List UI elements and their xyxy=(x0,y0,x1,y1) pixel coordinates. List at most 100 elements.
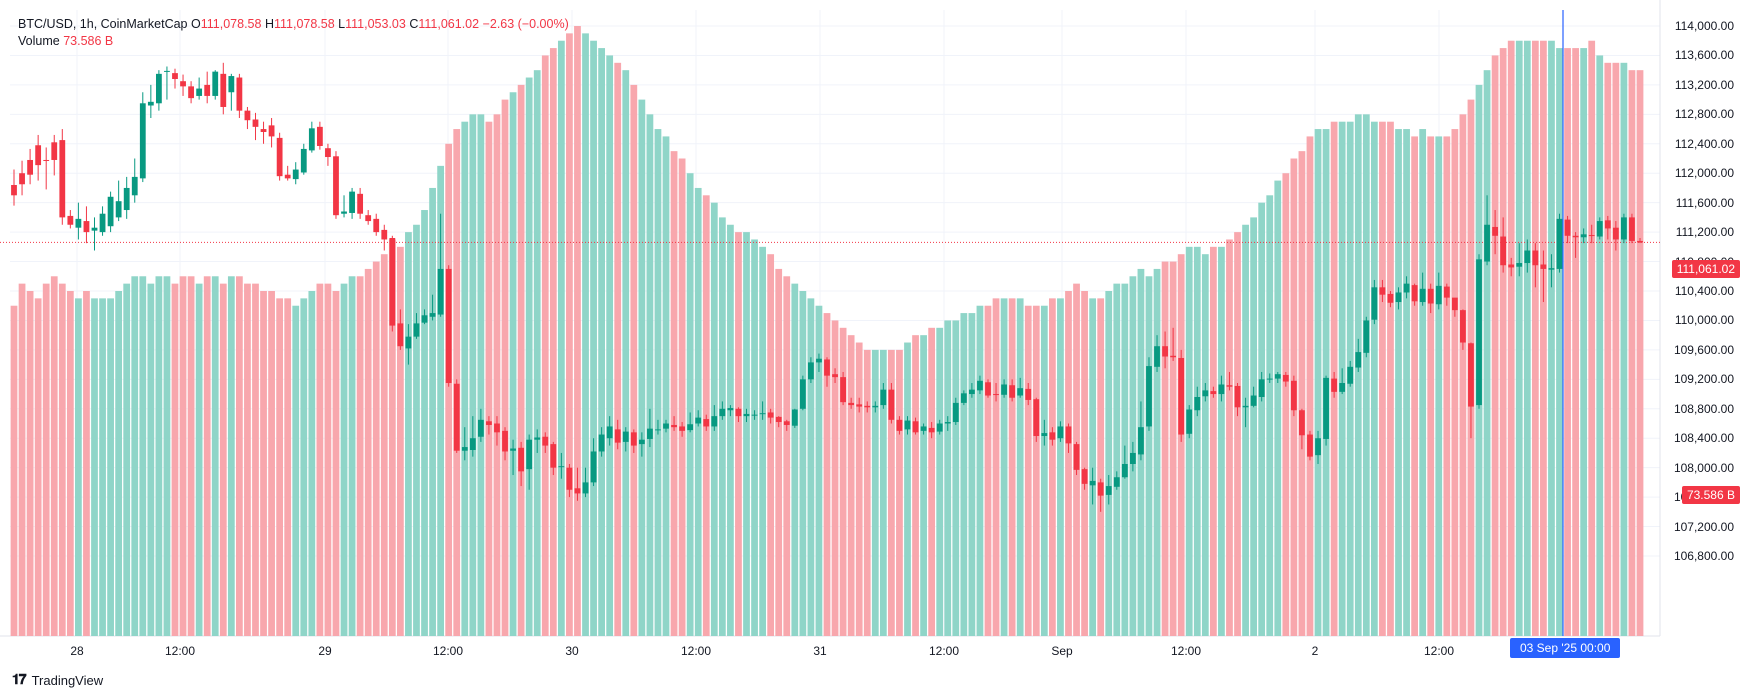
candle-body xyxy=(622,431,629,442)
volume-bar xyxy=(493,114,501,637)
candle-body xyxy=(735,408,742,417)
volume-bar xyxy=(1636,70,1644,636)
volume-bar xyxy=(421,210,428,636)
volume-bar xyxy=(944,320,952,636)
volume-bar xyxy=(1483,70,1491,636)
candle-body xyxy=(123,187,130,211)
volume-bar xyxy=(131,276,139,636)
volume-bar xyxy=(405,232,412,636)
y-tick-label: 110,400.00 xyxy=(1674,284,1734,298)
volume-bar xyxy=(413,224,420,636)
y-tick-label: 109,200.00 xyxy=(1673,372,1734,387)
y-tick-label: 111,600.00 xyxy=(1675,195,1734,210)
y-tick-label: 112,800.00 xyxy=(1674,107,1734,122)
candle-body xyxy=(131,176,138,196)
candle-body xyxy=(566,467,573,490)
candle-body xyxy=(783,421,790,425)
volume-bar xyxy=(1604,62,1612,637)
candle-body xyxy=(1355,352,1362,368)
volume-bar xyxy=(18,283,26,636)
volume-bar xyxy=(1515,40,1523,636)
candle-body xyxy=(316,126,323,146)
volume-bar xyxy=(1370,121,1378,636)
volume-bar xyxy=(107,298,114,636)
low-label: L xyxy=(338,17,346,31)
volume-bar xyxy=(815,305,823,636)
x-tick-label: 2 xyxy=(1311,644,1319,658)
candle-body xyxy=(872,405,879,408)
candle-body xyxy=(816,358,822,363)
volume-bar xyxy=(1556,48,1563,637)
volume-bar xyxy=(203,276,211,636)
candle-body xyxy=(1129,452,1136,464)
x-tick-label: 30 xyxy=(565,644,579,658)
candle-body xyxy=(188,86,194,99)
volume-bar xyxy=(1169,261,1177,636)
candle-body xyxy=(1001,384,1007,395)
candle-body xyxy=(808,362,814,380)
volume-bar xyxy=(904,342,911,636)
volume-bar xyxy=(179,276,187,636)
y-tick-label: 112,400.00 xyxy=(1674,136,1734,151)
volume-bar xyxy=(10,305,18,636)
volume-bar xyxy=(187,276,195,636)
candle-body xyxy=(212,71,219,96)
tradingview-brand[interactable]: 𝟏𝟕 TradingView xyxy=(12,672,103,688)
candle-body xyxy=(614,429,621,443)
volume-bar xyxy=(1201,254,1209,636)
volume-bar xyxy=(590,40,597,636)
candle-body xyxy=(99,213,106,233)
candle-body xyxy=(1081,469,1088,484)
candle-body xyxy=(679,426,686,431)
volume-bar xyxy=(912,335,919,636)
volume-bar xyxy=(855,342,863,636)
candle-body xyxy=(550,444,557,468)
volume-bar xyxy=(34,298,42,636)
candle-body xyxy=(1588,235,1595,237)
volume-bar xyxy=(509,92,517,636)
volume-bar xyxy=(968,313,976,636)
volume-bar xyxy=(244,283,251,636)
candle-body xyxy=(671,424,677,428)
volume-bar xyxy=(66,291,74,636)
volume-bar xyxy=(1016,298,1024,636)
volume-bar xyxy=(284,298,292,636)
volume-bar xyxy=(1314,129,1322,637)
volume-bar xyxy=(292,305,300,636)
candle-body xyxy=(1379,287,1386,295)
candle-body xyxy=(11,185,17,196)
candle-body xyxy=(558,466,565,468)
candle-body xyxy=(1524,250,1531,264)
y-tick-label: 109,600.00 xyxy=(1673,342,1734,357)
candle-body xyxy=(1629,217,1635,241)
volume-bar xyxy=(348,276,356,636)
candle-body xyxy=(1266,378,1273,380)
volume-bar xyxy=(735,232,742,636)
volume-bar xyxy=(541,55,549,636)
volume-bar xyxy=(1362,114,1370,637)
volume-bar xyxy=(646,114,654,637)
volume-bar xyxy=(936,327,944,636)
candle-body xyxy=(1580,234,1587,238)
x-tick-label: 12:00 xyxy=(1170,644,1202,658)
volume-bar xyxy=(614,62,622,637)
volume-bar xyxy=(477,114,485,637)
volume-bar xyxy=(759,246,766,637)
volume-bar xyxy=(1572,48,1579,637)
candle-body xyxy=(1299,410,1305,436)
candle-body xyxy=(1065,426,1072,444)
candle-body xyxy=(936,423,943,432)
volume-bar xyxy=(155,276,163,636)
candle-body xyxy=(19,173,25,185)
candle-body xyxy=(880,389,887,406)
candle-body xyxy=(276,137,283,177)
volume-bar xyxy=(58,283,66,636)
volume-bar xyxy=(26,291,34,636)
candle-body xyxy=(1556,218,1563,269)
volume-bar xyxy=(485,121,493,636)
candle-body xyxy=(1226,385,1233,387)
candle-body xyxy=(574,488,581,494)
chart-legend: BTC/USD, 1h, CoinMarketCap O111,078.58 H… xyxy=(18,16,569,50)
symbol-label: BTC/USD, 1h, CoinMarketCap xyxy=(18,17,188,31)
